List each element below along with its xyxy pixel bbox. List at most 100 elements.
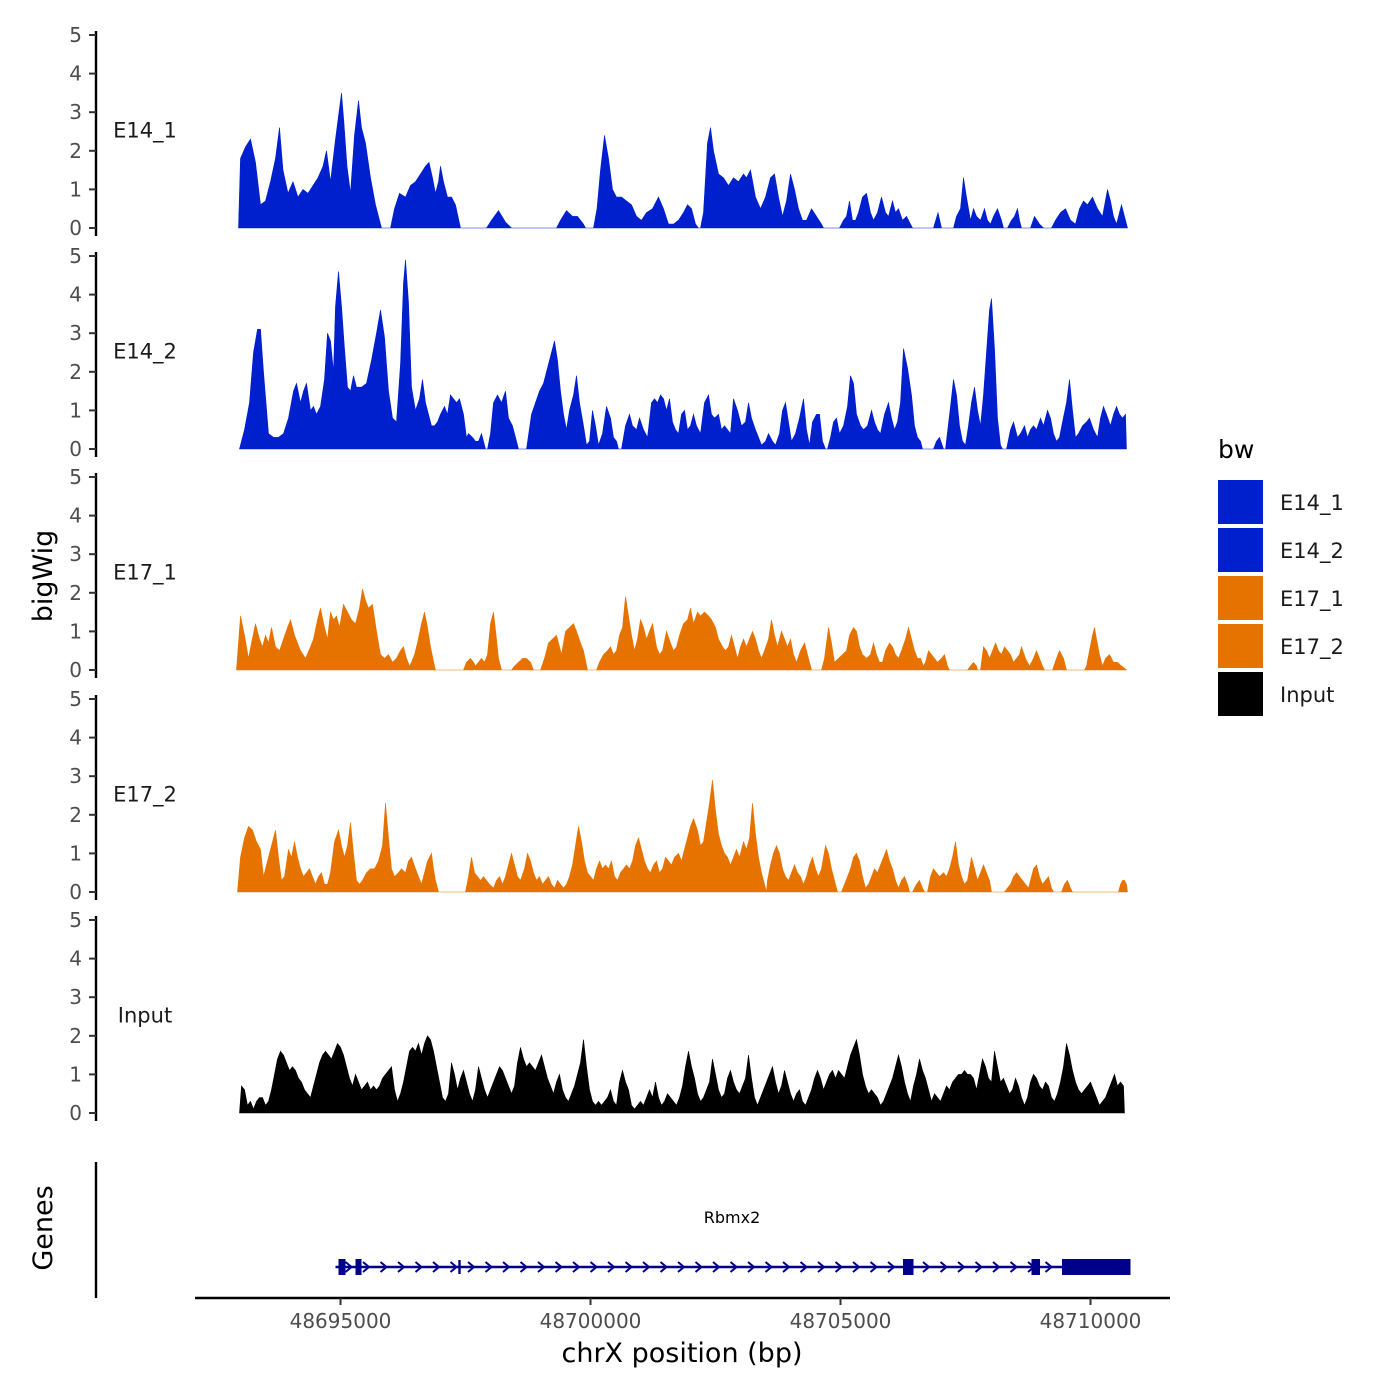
legend-swatch xyxy=(1218,624,1263,668)
y-tick-label: 3 xyxy=(69,764,82,788)
legend-title: bw xyxy=(1218,435,1254,464)
track-label: E17_2 xyxy=(113,782,177,807)
x-tick-label: 48705000 xyxy=(790,1309,892,1333)
strand-arrow xyxy=(764,1261,774,1273)
track-panel-input: 0 1 2 3 4 5 Input xyxy=(69,908,1125,1125)
y-tick-label: 3 xyxy=(69,985,82,1009)
y-tick-label: 1 xyxy=(69,398,82,422)
strand-arrow xyxy=(747,1261,756,1273)
strand-arrow xyxy=(1044,1261,1054,1273)
strand-arrow xyxy=(677,1261,686,1273)
strand-arrow xyxy=(519,1261,529,1273)
legend-label: E17_1 xyxy=(1280,587,1344,612)
y-tick-label: 1 xyxy=(69,177,82,201)
x-tick-label: 48710000 xyxy=(1040,1309,1142,1333)
y-tick-label: 4 xyxy=(69,504,82,528)
y-tick-label: 5 xyxy=(69,908,82,932)
strand-arrow xyxy=(537,1261,546,1273)
x-tick-label: 48700000 xyxy=(540,1309,642,1333)
strand-arrow xyxy=(379,1261,389,1273)
strand-arrow xyxy=(624,1261,634,1273)
gene-exon xyxy=(355,1259,362,1275)
y-tick-label: 4 xyxy=(69,726,82,750)
strand-arrow xyxy=(712,1261,721,1273)
strand-arrow xyxy=(799,1261,809,1273)
x-axis-title: chrX position (bp) xyxy=(561,1338,802,1369)
strand-arrow xyxy=(344,1261,354,1273)
strand-arrow xyxy=(589,1261,599,1273)
track-panel-e14-1: 0 1 2 3 4 5 E14_1 xyxy=(69,23,1128,240)
strand-arrow xyxy=(554,1261,564,1273)
x-axis: 48695000 48700000 48705000 48710000 xyxy=(195,1296,1170,1333)
y-tick-label: 5 xyxy=(69,687,82,711)
legend-swatch xyxy=(1218,576,1263,620)
y-tick-label: 0 xyxy=(69,880,82,904)
x-tick-label: 48695000 xyxy=(290,1309,392,1333)
y-tick-label: 2 xyxy=(69,139,82,163)
tracks-group: 0 1 2 3 4 5 E14_1 0 1 2 3 4 5 E14_2 0 1 2 3 4 5 E17_1 0 1 2 3 4 5 E… xyxy=(69,23,1128,1125)
gene-model xyxy=(335,1259,1131,1275)
y-tick-label: 3 xyxy=(69,321,82,345)
track-label: E14_1 xyxy=(113,118,177,143)
signal-area xyxy=(239,259,1127,450)
genes-axis-title: Genes xyxy=(28,1185,59,1270)
track-label: Input xyxy=(118,1003,172,1027)
strand-arrow xyxy=(449,1261,459,1273)
legend: bw E14_1 E14_2 E17_1 E17_2 Input xyxy=(1218,435,1344,716)
y-tick-label: 5 xyxy=(69,465,82,489)
legend-label: E17_2 xyxy=(1280,635,1344,660)
strand-arrow xyxy=(467,1261,476,1273)
strand-arrow xyxy=(974,1261,984,1273)
strand-arrow xyxy=(502,1261,511,1273)
signal-area xyxy=(238,92,1128,229)
y-tick-label: 1 xyxy=(69,619,82,643)
y-tick-label: 3 xyxy=(69,542,82,566)
y-tick-label: 0 xyxy=(69,437,82,461)
y-tick-label: 2 xyxy=(69,581,82,605)
gene-exon xyxy=(1031,1259,1040,1275)
y-tick-label: 0 xyxy=(69,1101,82,1125)
y-tick-label: 2 xyxy=(69,360,82,384)
strand-arrow xyxy=(694,1261,704,1273)
y-tick-label: 0 xyxy=(69,216,82,240)
gene-exon xyxy=(903,1259,914,1275)
track-panel-e14-2: 0 1 2 3 4 5 E14_2 xyxy=(69,244,1127,461)
strand-arrow xyxy=(572,1261,581,1273)
strand-arrow xyxy=(992,1261,1001,1273)
strand-arrow xyxy=(782,1261,791,1273)
track-panel-e17-2: 0 1 2 3 4 5 E17_2 xyxy=(69,687,1128,904)
y-tick-label: 5 xyxy=(69,23,82,47)
strand-arrow xyxy=(607,1261,616,1273)
legend-swatch xyxy=(1218,528,1263,572)
y-axis-title: bigWig xyxy=(28,530,59,623)
track-panel-e17-1: 0 1 2 3 4 5 E17_1 xyxy=(69,465,1128,682)
strand-arrow xyxy=(922,1261,931,1273)
y-tick-label: 1 xyxy=(69,1062,82,1086)
track-label: E14_2 xyxy=(113,339,177,364)
signal-area xyxy=(239,1035,1125,1114)
strand-arrow xyxy=(887,1261,896,1273)
y-tick-label: 4 xyxy=(69,947,82,971)
legend-swatch xyxy=(1218,672,1263,716)
strand-arrow xyxy=(642,1261,651,1273)
signal-area xyxy=(237,780,1128,893)
y-tick-label: 5 xyxy=(69,244,82,268)
track-label: E17_1 xyxy=(113,560,177,585)
y-tick-label: 1 xyxy=(69,841,82,865)
strand-arrow xyxy=(432,1261,441,1273)
gene-label: Rbmx2 xyxy=(704,1208,761,1227)
y-tick-label: 4 xyxy=(69,283,82,307)
y-tick-label: 4 xyxy=(69,62,82,86)
strand-arrow xyxy=(939,1261,949,1273)
gene-exon xyxy=(1062,1259,1131,1275)
gene-exon xyxy=(338,1259,346,1275)
strand-arrow xyxy=(729,1261,739,1273)
strand-arrow xyxy=(852,1261,861,1273)
strand-arrow xyxy=(362,1261,371,1273)
legend-label: Input xyxy=(1280,683,1334,707)
strand-arrow xyxy=(1009,1261,1019,1273)
strand-arrow xyxy=(957,1261,966,1273)
strand-arrow xyxy=(869,1261,879,1273)
signal-area xyxy=(236,588,1128,671)
